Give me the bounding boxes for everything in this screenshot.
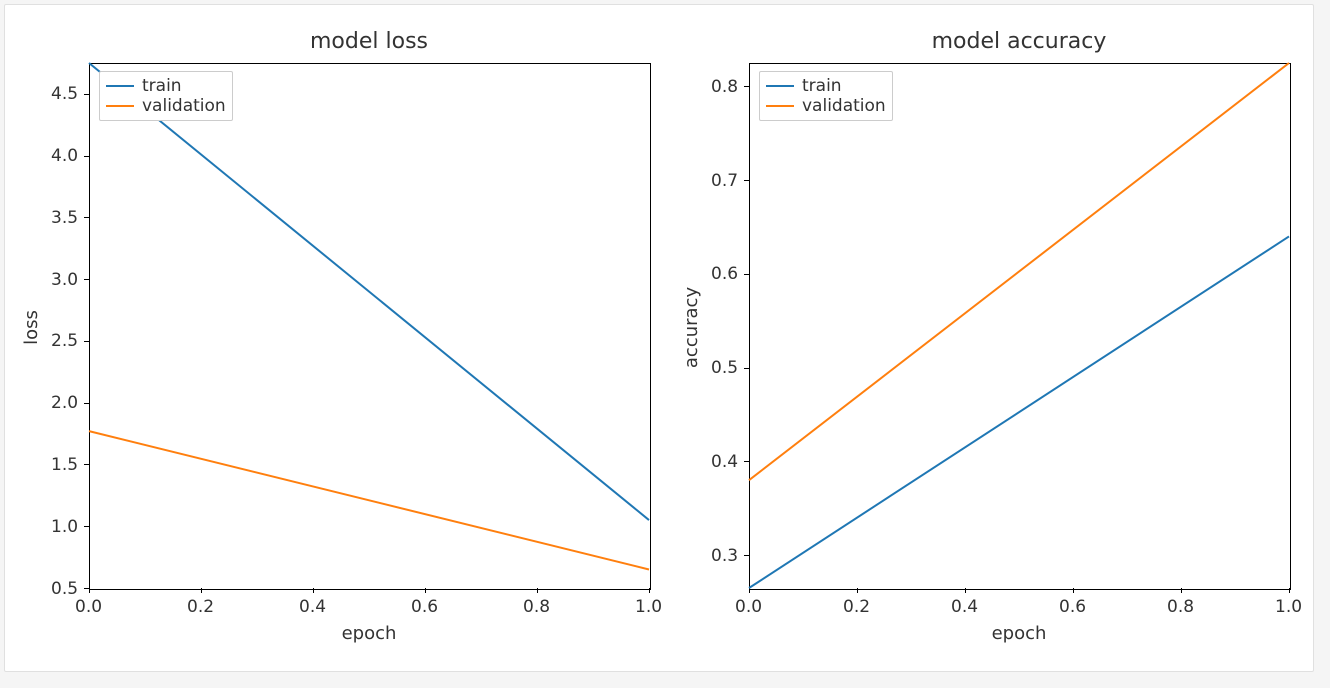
- xtick-mark: [1073, 588, 1074, 593]
- ytick-mark: [84, 588, 89, 589]
- ytick-label: 3.0: [51, 270, 78, 290]
- legend-label: train: [802, 76, 842, 96]
- legend-swatch: [106, 85, 134, 87]
- xtick-label: 0.6: [411, 597, 438, 617]
- legend-swatch: [106, 105, 134, 107]
- ytick-label: 0.5: [711, 358, 738, 378]
- ytick-label: 0.4: [711, 452, 738, 472]
- notebook-output-cell: model loss epoch loss 0.0 0.2 0.4 0.6 0.8 1.0 0.5…: [4, 4, 1314, 672]
- chart-accuracy-xlabel: epoch: [749, 623, 1289, 644]
- xtick-mark: [965, 588, 966, 593]
- ytick-label: 2.0: [51, 393, 78, 413]
- xtick-label: 0.4: [951, 597, 978, 617]
- legend-item: train: [106, 76, 226, 96]
- chart-loss-title: model loss: [89, 29, 649, 54]
- ytick-label: 0.8: [711, 77, 738, 97]
- legend-item: train: [766, 76, 886, 96]
- xtick-label: 0.0: [75, 597, 102, 617]
- ytick-label: 0.3: [711, 546, 738, 566]
- chart-accuracy-ylabel: accuracy: [681, 65, 702, 590]
- ytick-label: 4.0: [51, 146, 78, 166]
- legend-item: validation: [766, 96, 886, 116]
- xtick-mark: [537, 588, 538, 593]
- xtick-mark: [1289, 588, 1290, 593]
- legend-swatch: [766, 85, 794, 87]
- chart-loss-ylabel: loss: [21, 65, 42, 590]
- xtick-mark: [1181, 588, 1182, 593]
- xtick-mark: [201, 588, 202, 593]
- ytick-label: 0.6: [711, 264, 738, 284]
- xtick-label: 0.6: [1059, 597, 1086, 617]
- xtick-label: 0.8: [1167, 597, 1194, 617]
- legend-item: validation: [106, 96, 226, 116]
- legend-label: validation: [802, 96, 886, 116]
- xtick-label: 0.0: [735, 597, 762, 617]
- xtick-mark: [649, 588, 650, 593]
- ytick-label: 2.5: [51, 331, 78, 351]
- chart-loss-legend: trainvalidation: [99, 71, 233, 121]
- chart-loss-lines: [89, 63, 649, 588]
- xtick-label: 1.0: [1275, 597, 1302, 617]
- xtick-mark: [89, 588, 90, 593]
- series-validation: [749, 63, 1289, 480]
- xtick-mark: [425, 588, 426, 593]
- ytick-label: 4.5: [51, 84, 78, 104]
- series-train: [749, 236, 1289, 588]
- xtick-label: 0.4: [299, 597, 326, 617]
- ytick-label: 3.5: [51, 208, 78, 228]
- legend-swatch: [766, 105, 794, 107]
- xtick-label: 0.8: [523, 597, 550, 617]
- ytick-label: 0.7: [711, 171, 738, 191]
- legend-label: validation: [142, 96, 226, 116]
- ytick-label: 1.0: [51, 517, 78, 537]
- xtick-mark: [313, 588, 314, 593]
- xtick-label: 1.0: [635, 597, 662, 617]
- xtick-label: 0.2: [843, 597, 870, 617]
- chart-accuracy-title: model accuracy: [749, 29, 1289, 54]
- chart-accuracy-legend: trainvalidation: [759, 71, 893, 121]
- ytick-label: 1.5: [51, 455, 78, 475]
- xtick-label: 0.2: [187, 597, 214, 617]
- matplotlib-figure: model loss epoch loss 0.0 0.2 0.4 0.6 0.8 1.0 0.5…: [14, 13, 1304, 663]
- chart-accuracy-lines: [749, 63, 1289, 588]
- xtick-mark: [857, 588, 858, 593]
- legend-label: train: [142, 76, 182, 96]
- chart-loss-xlabel: epoch: [89, 623, 649, 644]
- ytick-label: 0.5: [51, 579, 78, 599]
